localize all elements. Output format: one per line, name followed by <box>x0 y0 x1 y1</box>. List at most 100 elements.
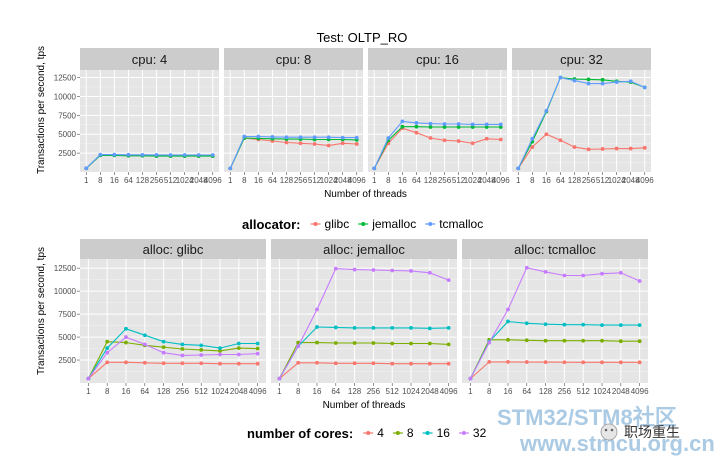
cores-legend: number of cores: 4 8 16 32 <box>247 426 487 441</box>
legend-label: jemalloc <box>371 217 416 231</box>
x-tick-label: 256 <box>150 176 164 185</box>
data-point <box>372 166 377 171</box>
x-tick-label: 1 <box>277 387 282 396</box>
data-point <box>180 342 185 347</box>
y-axis-title: Transactions per second, tps <box>36 247 47 375</box>
legend-label: glibc <box>325 217 350 231</box>
y-tick-label: 2500 <box>58 149 76 158</box>
data-point <box>530 136 535 141</box>
data-point <box>446 325 451 330</box>
watermark: STM32/STM8社区 www.stmcu.org.cn 职场重生 <box>497 405 715 456</box>
x-axis-title: Number of threads <box>324 189 407 200</box>
x-tick-label: 64 <box>124 176 133 185</box>
data-point <box>558 138 563 143</box>
legend-item: jemalloc <box>358 217 416 231</box>
data-point <box>409 269 413 273</box>
facet-value: 16 <box>444 52 458 67</box>
facet-value: 4 <box>160 52 167 67</box>
data-point <box>637 360 642 365</box>
x-tick-label: 4096 <box>440 387 458 396</box>
data-point <box>524 360 529 364</box>
data-point <box>105 346 110 350</box>
facet-strip <box>80 48 219 70</box>
data-point <box>371 341 376 345</box>
x-tick-label: 2048 <box>230 387 248 396</box>
facet-panel: alloc: tcmalloc 1 8 16 64 128 256 512 1024 2048 40… <box>462 239 649 396</box>
data-point <box>124 326 128 331</box>
legend-label: tcmalloc <box>439 217 483 231</box>
data-point <box>333 361 338 366</box>
x-tick-label: 64 <box>556 176 565 185</box>
data-point <box>628 146 633 151</box>
x-tick-label: 1024 <box>593 387 611 396</box>
x-tick-label: 16 <box>313 387 322 396</box>
data-point <box>600 81 605 86</box>
facet-value: glibc <box>177 242 204 257</box>
x-tick-label: 1024 <box>176 176 194 185</box>
chart-title: Test: OLTP_RO <box>317 30 408 45</box>
data-point <box>296 344 301 349</box>
x-tick-label: 1024 <box>211 387 229 396</box>
x-tick-label: 64 <box>331 387 340 396</box>
facet-prefix: cpu: <box>276 52 304 67</box>
data-point <box>581 322 586 327</box>
x-tick-label: 1 <box>86 387 91 396</box>
facet-prefix: cpu: <box>132 52 160 67</box>
data-point <box>124 340 128 345</box>
data-point <box>470 125 475 129</box>
x-tick-label: 128 <box>568 176 582 185</box>
data-point <box>210 153 215 157</box>
legend-item: 32 <box>458 426 487 440</box>
data-point <box>315 325 319 329</box>
allocator-legend: allocator: glibc jemalloc tcmalloc <box>242 217 483 232</box>
series-line <box>469 267 640 379</box>
facet-panel: alloc: glibc 1 8 16 64 128 256 512 1024 2048 4096 <box>80 239 267 396</box>
facet-strip <box>271 239 457 259</box>
watermark-site-name: STM32/STM8社区 <box>497 405 677 430</box>
legend-label: 4 <box>377 426 384 440</box>
top-facet-grid: 2500 5000 7500 10000 12500 Transactions per s… <box>36 46 654 200</box>
legend-item: 8 <box>392 426 414 440</box>
legend-item: tcmalloc <box>425 217 483 231</box>
facet-value: jemalloc <box>356 242 405 257</box>
series-line <box>469 339 640 379</box>
data-point <box>142 342 147 347</box>
data-point <box>242 134 247 139</box>
y-axis-title: Transactions per second, tps <box>36 46 47 174</box>
data-point <box>506 359 510 364</box>
data-point <box>572 145 577 149</box>
data-point <box>126 152 131 157</box>
data-point <box>312 142 317 146</box>
x-tick-label: 4096 <box>204 176 222 185</box>
x-tick-label: 2048 <box>334 176 352 185</box>
data-point <box>124 335 128 339</box>
series-line <box>373 120 501 169</box>
data-point <box>298 141 303 146</box>
y-tick-label: 5000 <box>58 130 76 139</box>
y-tick-label: 10000 <box>54 287 77 296</box>
data-point <box>442 125 447 129</box>
data-point <box>414 130 419 135</box>
data-point <box>312 135 317 140</box>
data-point <box>105 350 110 355</box>
data-point <box>428 125 433 129</box>
data-point <box>586 81 591 86</box>
facet-strip <box>224 48 363 70</box>
x-tick-label: 8 <box>296 387 301 396</box>
x-tick-label: 512 <box>596 176 610 185</box>
series-line <box>517 133 645 169</box>
data-point <box>498 125 503 129</box>
data-point <box>414 120 419 125</box>
data-point <box>558 75 563 80</box>
facet-value: 8 <box>304 52 311 67</box>
data-point <box>600 338 604 343</box>
x-tick-label: 2048 <box>421 387 439 396</box>
x-tick-label: 128 <box>280 176 294 185</box>
data-point <box>228 166 233 171</box>
data-point <box>218 352 222 357</box>
data-point <box>182 153 187 157</box>
data-point <box>414 124 419 129</box>
panel-background <box>368 70 507 172</box>
data-point <box>600 77 605 82</box>
facet-prefix: alloc: <box>323 242 357 257</box>
